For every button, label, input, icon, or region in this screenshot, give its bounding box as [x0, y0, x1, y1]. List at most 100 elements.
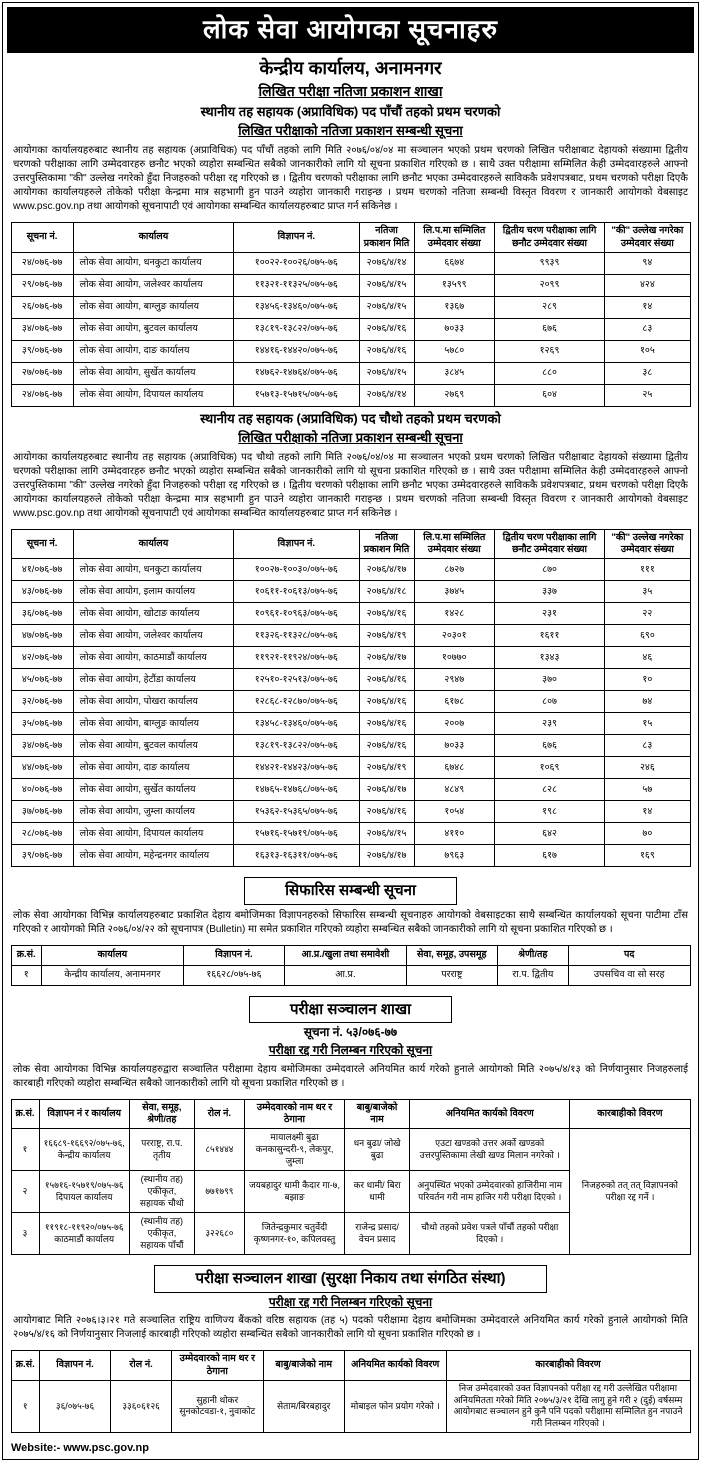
table-cell: ३४/०७६-७७	[11, 318, 73, 340]
intro-paragraph-2: आयोगका कार्यालयहरुबाट स्थानीय तह सहायक (…	[3, 447, 698, 525]
table-cell: निज उम्मेदवारको उक्त विज्ञापनको परीक्षा …	[446, 1380, 690, 1432]
table-cell: १३६७	[414, 296, 494, 318]
table-cell: १२८६८-१२८७०/०७५-७६	[234, 691, 359, 713]
table-cell: ४७/०७६-७७	[11, 625, 73, 647]
table-cell: मायालक्ष्मी बुढा कनकासुन्दरी-९, लेकपुर, …	[244, 1129, 344, 1171]
table-cell: २००७	[414, 713, 494, 735]
table-cell: लोक सेवा आयोग, सुर्खेत कार्यालय	[73, 779, 233, 801]
table-cell: १०५४	[414, 801, 494, 823]
table-row: ४४/०७६-७७लोक सेवा आयोग, दाङ कार्यालय१४४२…	[11, 757, 690, 779]
col-level: श्रेणी/तह	[497, 945, 568, 965]
col-selected: द्वितीय चरण परीक्षाका लागि छनौट उम्मेदवा…	[494, 529, 604, 559]
table-row: ४०/०७६-७७लोक सेवा आयोग, सुर्खेत कार्यालय…	[11, 779, 690, 801]
table-row: ३९/०७६-७७लोक सेवा आयोग, दाङ कार्यालय१४४१…	[11, 340, 690, 362]
col-action: कारबाहीको विवरण	[446, 1351, 690, 1381]
table-cell: १३४५६-१३४६०/०७५-७६	[234, 296, 359, 318]
table-cell: ३३७	[494, 581, 604, 603]
table-cell: लोक सेवा आयोग, दिपायल कार्यालय	[73, 823, 233, 845]
table-row: ३६/०७६-७७लोक सेवा आयोग, खोटाङ कार्यालय१०…	[11, 603, 690, 625]
table-cell: ७०३३	[414, 318, 494, 340]
table-cell: १३८१९-१३८२२/०७५-७६	[234, 735, 359, 757]
table-cell: ९४	[605, 252, 690, 274]
table-cell: १३५९९	[414, 274, 494, 296]
table-cell: १४७६५-१४७६८/०७५-७६	[234, 779, 359, 801]
table-cell: चौथो तहको प्रवेश पत्रले पाँचौं तहको परीक…	[410, 1213, 570, 1255]
table-cell: ३७/०७६-७७	[11, 801, 73, 823]
col-father: बाबु/बाजेको नाम	[263, 1351, 344, 1381]
table-cell: सुहानी थोकर सुनकोटवडा-१, नुवाकोट	[172, 1380, 263, 1432]
table-cell: ३२/०७६-७७	[11, 691, 73, 713]
table-row: ३४/०७६-७७लोक सेवा आयोग, बुटवल कार्यालय१३…	[11, 318, 690, 340]
table-row: २८/०७६-७७लोक सेवा आयोग, दिपायल कार्यालय१…	[11, 823, 690, 845]
table-cell: रा.प. द्वितीय	[497, 965, 568, 985]
table-cell: २०७६/४/१७	[359, 647, 414, 669]
table-cell: ९९३९	[494, 252, 604, 274]
col-ad: विज्ञापन नं.	[39, 1351, 110, 1381]
table-cell: २०७६/४/१६	[359, 713, 414, 735]
table-cell: २०७६/४/१६	[359, 340, 414, 362]
table-cell: अनुपस्थित भएको उम्मेदवारको हाजिरीमा नाम …	[410, 1171, 570, 1213]
table-cell: १५	[605, 713, 690, 735]
col-key: "की" उल्लेख नगरेका उम्मेदवार संख्या	[605, 529, 690, 559]
table-cell: १०५	[605, 340, 690, 362]
table-cell: ३९/०७६-७७	[11, 340, 73, 362]
table-cell: ११९१८-११९२०/०७५-७६ काठमाडौं कार्यालय	[39, 1213, 129, 1255]
col-appeared: लि.प.मा सम्मिलित उम्मेदवार संख्या	[414, 529, 494, 559]
table-cell: २०७६/४/१६	[359, 318, 414, 340]
table-cell: १५३६२-१५३६५/०७५-७६	[234, 801, 359, 823]
col-violation: अनियमित कार्यको विवरण	[410, 1099, 570, 1129]
col-type: आ.प्र./खुला तथा समावेशी	[285, 945, 407, 965]
table-cell: परराष्ट्र, रा.प. तृतीय	[129, 1129, 194, 1171]
table-cell: ११९२१-११९२४/०७५-७६	[234, 647, 359, 669]
col-key: "की" उल्लेख नगरेका उम्मेदवार संख्या	[605, 223, 690, 253]
table-cell: ५७	[605, 779, 690, 801]
col-sn: क्र.सं.	[11, 1351, 39, 1381]
table-cell: धन बुढा/ जोखे बुढा	[345, 1129, 410, 1171]
table-cell: ३	[11, 1213, 39, 1255]
col-service: सेवा, समूह, उपसमूह	[406, 945, 497, 965]
table-cell: केन्द्रीय कार्यालय, अनामनगर	[41, 965, 183, 985]
col-name: उम्मेदवारको नाम थर र ठेगाना	[244, 1099, 344, 1129]
table-cell: १०	[605, 669, 690, 691]
table-cell: १०६११-१०६१३/०७५-७६	[234, 581, 359, 603]
table-cell: २०७६/४/१५	[359, 274, 414, 296]
table-cell: १०७७०	[414, 647, 494, 669]
main-banner: लोक सेवा आयोगका सूचनाहरु	[7, 7, 694, 53]
table-cell: लोक सेवा आयोग, जुम्ला कार्यालय	[73, 801, 233, 823]
table-cell: २०७६/४/१९	[359, 625, 414, 647]
table-cell: ३३६०६१२६	[111, 1380, 172, 1432]
table-cell: मोबाइल फोन प्रयोग गरेको ।	[344, 1380, 446, 1432]
table-cell: ७०३३	[414, 735, 494, 757]
table-cell: लोक सेवा आयोग, पोखरा कार्यालय	[73, 691, 233, 713]
table-header-row: सूचना नं. कार्यालय विज्ञापन नं. नतिजा प्…	[11, 223, 690, 253]
table-cell: ३४/०७६-७७	[11, 735, 73, 757]
table-cell: ६०४	[494, 384, 604, 406]
table-row: २४/०७६-७७लोक सेवा आयोग, धनकुटा कार्यालय१…	[11, 252, 690, 274]
notice-page: लोक सेवा आयोगका सूचनाहरु केन्द्रीय कार्य…	[2, 2, 699, 1460]
table-cell: जितेन्द्रकुमार चतुर्वेदी कृष्णनगर-१०, कप…	[244, 1213, 344, 1255]
table-cell: निजहरुको तत् तत् विज्ञापनको परीक्षा रद्द…	[570, 1129, 690, 1255]
table-cell: १३८१९-१३८२२/०७५-७६	[234, 318, 359, 340]
table-cell: १५७१६-१५७१९/०७५-७६ दिपायल कार्यालय	[39, 1171, 129, 1213]
table-cell: ८५१४४४	[194, 1129, 244, 1171]
table-cell: २०७६/४/१८	[359, 581, 414, 603]
table-cell: ७४	[605, 691, 690, 713]
table-row: २६/०७६-७७लोक सेवा आयोग, बाग्लुङ कार्यालय…	[11, 296, 690, 318]
table-cell: ८२८	[494, 779, 604, 801]
table-cell: लोक सेवा आयोग, दिपायल कार्यालय	[73, 384, 233, 406]
table-cell: लोक सेवा आयोग, जलेश्वर कार्यालय	[73, 625, 233, 647]
table-cell: १६९	[605, 845, 690, 867]
table-row: ४७/०७६-७७लोक सेवा आयोग, जलेश्वर कार्यालय…	[11, 625, 690, 647]
col-sn: क्र.सं.	[11, 1099, 39, 1129]
table-cell: (स्थानीय तह) एकीकृत, सहायक चौथो	[129, 1171, 194, 1213]
intro-paragraph-1: आयोगका कार्यालयहरुबाट स्थानीय तह सहायक (…	[3, 140, 698, 218]
table-cell: ७९६३	[414, 845, 494, 867]
table-cell: २७६९	[414, 384, 494, 406]
table-cell: २	[11, 1171, 39, 1213]
rec-paragraph: लोक सेवा आयोगका विभिन्न कार्यालयहरुबाट प…	[3, 905, 698, 941]
table-cell: १५७१६-१५७१९/०७५-७६	[234, 823, 359, 845]
table-cell: ८३	[605, 735, 690, 757]
table-row: ४३/०७६-७७लोक सेवा आयोग, इलाम कार्यालय१०६…	[11, 581, 690, 603]
table-cell: ४२४	[605, 274, 690, 296]
table-cell: २०७६/४/१४	[359, 384, 414, 406]
